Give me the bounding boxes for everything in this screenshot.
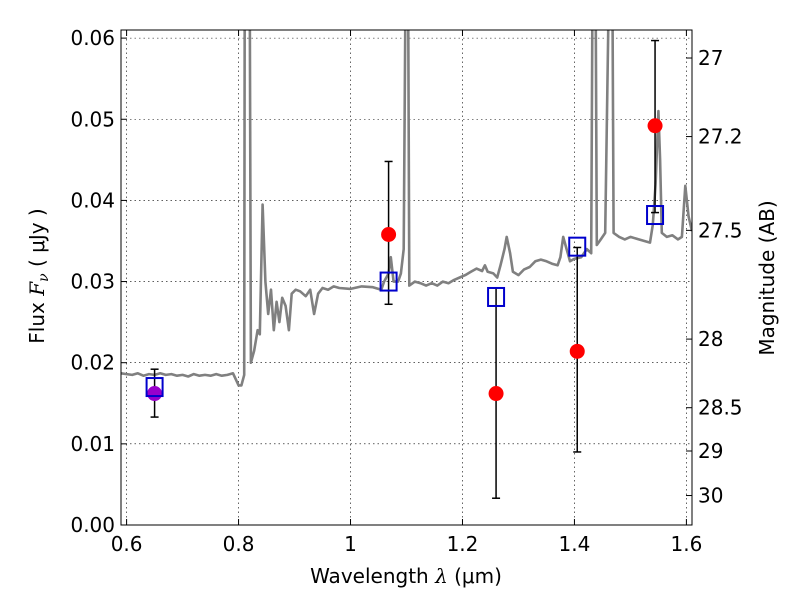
y2-tick-label: 29 [698, 439, 723, 463]
x-tick-label: 1.4 [559, 532, 591, 556]
y-tick-label: 0.04 [70, 188, 115, 212]
observed-point [381, 226, 397, 242]
y2-tick-label: 28.5 [698, 396, 743, 420]
y-tick-label: 0.02 [70, 351, 115, 375]
observed-point [488, 386, 504, 402]
y2-tick-label: 27.5 [698, 218, 743, 242]
x-axis-label: Wavelength λ (μm) [310, 564, 502, 588]
axis-ticks: 0.6 0.8 1 1.2 1.4 1.6 0.00 0.01 0.02 0.03 0.04 0.05… [70, 26, 742, 556]
optical-point [147, 386, 163, 402]
y2-tick-label: 30 [698, 484, 723, 508]
y-tick-label: 0.00 [70, 513, 115, 537]
x-tick-label: 1.6 [670, 532, 702, 556]
y2-tick-label: 27.2 [698, 125, 743, 149]
observed-point [647, 118, 663, 134]
plot-data [121, 30, 692, 499]
model-spectrum-line [121, 30, 692, 387]
plot-frame [120, 29, 693, 526]
x-tick-label: 0.8 [223, 532, 255, 556]
x-tick-label: 0.6 [111, 532, 143, 556]
y2-tick-label: 27 [698, 46, 723, 70]
y-tick-label: 0.06 [70, 26, 115, 50]
model-band-box [646, 205, 665, 226]
model-band-box [568, 236, 587, 257]
y2-tick-label: 28 [698, 327, 723, 351]
model-band-box [379, 271, 398, 292]
x-tick-label: 1 [344, 532, 357, 556]
y-tick-label: 0.03 [70, 270, 115, 294]
observed-point [569, 343, 585, 359]
y-axis-label: Flux Fν ( μJy ) [25, 208, 52, 343]
model-band-box [487, 286, 506, 307]
y2-axis-label: Magnitude (AB) [755, 200, 779, 355]
y-tick-label: 0.01 [70, 432, 115, 456]
model-band-box [145, 377, 164, 398]
y-tick-label: 0.05 [70, 107, 115, 131]
x-tick-label: 1.2 [447, 532, 479, 556]
